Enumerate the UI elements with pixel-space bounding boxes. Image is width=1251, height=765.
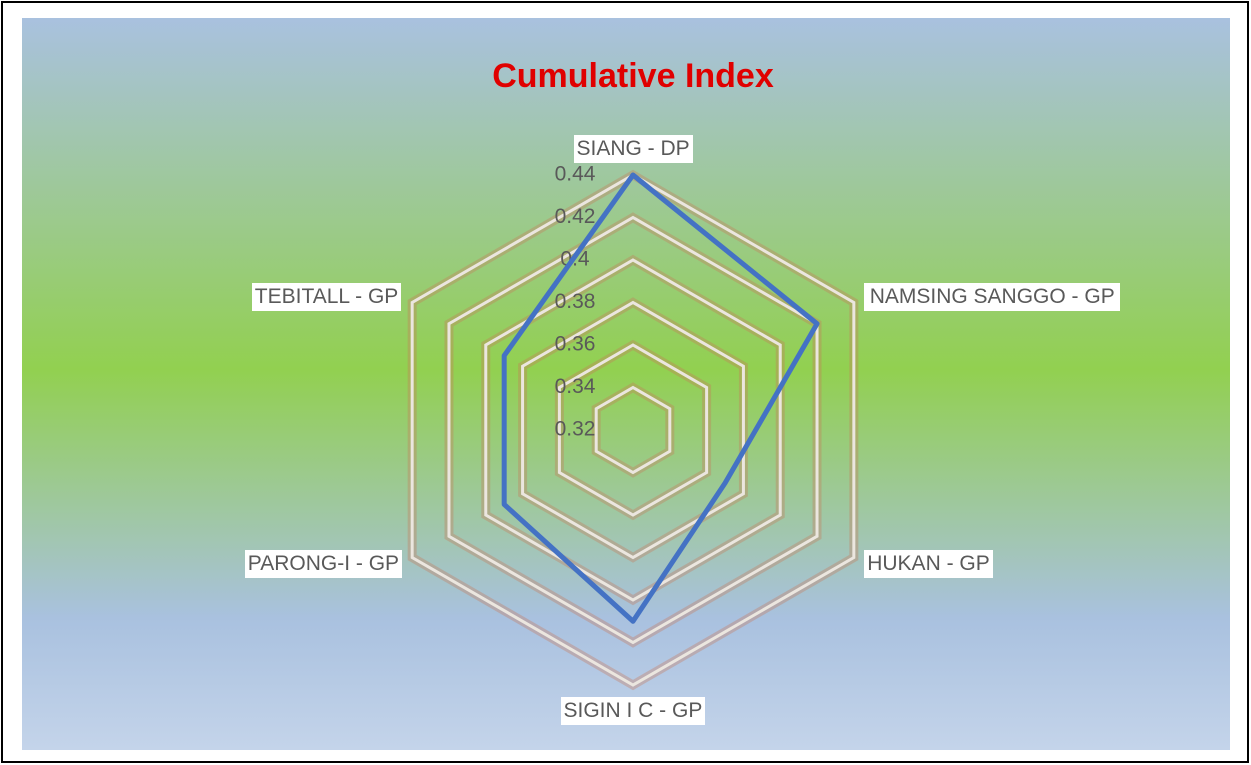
category-label: HUKAN - GP xyxy=(864,549,993,578)
category-label: SIANG - DP xyxy=(573,135,693,163)
chart-title: Cumulative Index xyxy=(492,57,774,95)
grid-ring xyxy=(521,300,745,560)
grid-ring xyxy=(594,385,672,475)
r-tick-label: 0.32 xyxy=(555,418,596,441)
r-tick-label: 0.38 xyxy=(555,290,596,313)
category-label: TEBITALL - GP xyxy=(251,282,402,311)
category-label: SIGIN I C - GP xyxy=(560,697,706,725)
category-label: NAMSING SANGGO - GP xyxy=(864,282,1121,311)
series-line xyxy=(501,172,820,624)
category-label: PARONG-I - GP xyxy=(244,549,403,578)
r-tick-label: 0.42 xyxy=(555,205,596,228)
grid-ring xyxy=(410,173,856,687)
r-tick-label: 0.34 xyxy=(555,375,596,398)
r-tick-label: 0.36 xyxy=(555,333,596,356)
grid-ring xyxy=(557,343,709,517)
r-tick-label: 0.44 xyxy=(555,163,596,186)
grid-ring xyxy=(484,258,782,602)
